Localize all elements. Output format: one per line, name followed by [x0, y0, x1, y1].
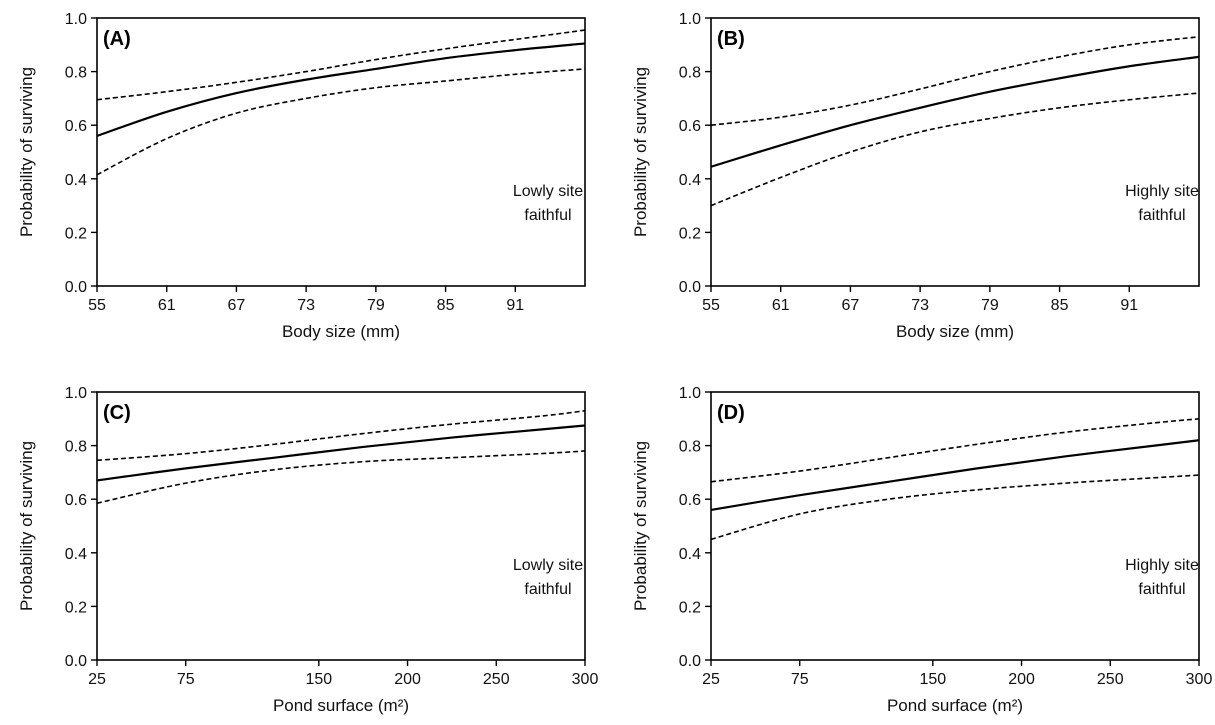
confidence-interval-line: [710, 35, 1200, 126]
site-fidelity-annotation: faithful: [524, 581, 571, 598]
y-tick-label: 1.0: [679, 385, 701, 402]
x-tick-label: 200: [394, 671, 421, 688]
x-axis-label: Pond surface (m²): [273, 696, 409, 715]
x-axis-label: Body size (mm): [896, 322, 1014, 341]
x-tick-label: 25: [702, 671, 720, 688]
x-tick-label: 250: [483, 671, 510, 688]
panel-d: 0.0 0.2 0.4 0.6 0.8 1.0 25 75 150 200 250 300 Pond s…: [631, 385, 1212, 715]
x-tick-label: 55: [702, 297, 720, 314]
x-tick-label: 300: [1186, 671, 1213, 688]
x-tick-label: 79: [367, 297, 385, 314]
y-axis-label: Probability of surviving: [631, 67, 650, 237]
confidence-interval-line: [96, 29, 586, 101]
panel-label: (D): [717, 402, 745, 424]
x-tick-label: 73: [911, 297, 929, 314]
plot-frame: [96, 391, 586, 661]
y-tick-label: 0.4: [679, 172, 701, 189]
confidence-interval-line: [96, 450, 586, 505]
panel-label: (B): [717, 28, 745, 50]
site-fidelity-annotation: Highly site: [1125, 183, 1199, 200]
y-tick-label: 0.6: [679, 118, 701, 135]
x-tick-label: 75: [177, 671, 195, 688]
x-axis-label: Pond surface (m²): [887, 696, 1023, 715]
plot-frame: [710, 391, 1200, 661]
site-fidelity-annotation: Highly site: [1125, 557, 1199, 574]
x-tick-label: 150: [305, 671, 332, 688]
x-tick-label: 75: [791, 671, 809, 688]
x-tick-label: 85: [1051, 297, 1069, 314]
confidence-interval-line: [710, 474, 1200, 541]
site-fidelity-annotation: Lowly site: [513, 557, 583, 574]
y-axis-label: Probability of surviving: [17, 67, 36, 237]
panel-a: 0.0 0.2 0.4 0.6 0.8 1.0 55 61 67 73 79 85 91 Body siz…: [17, 11, 586, 341]
y-tick-label: 0.4: [65, 546, 87, 563]
y-tick-label: 0.0: [65, 279, 87, 296]
y-tick-label: 0.8: [65, 439, 87, 456]
x-tick-label: 55: [88, 297, 106, 314]
confidence-interval-line: [96, 409, 586, 462]
y-axis-label: Probability of surviving: [631, 441, 650, 611]
y-tick-label: 0.2: [65, 599, 87, 616]
y-tick-label: 1.0: [65, 385, 87, 402]
survival-estimate-line: [710, 55, 1200, 168]
x-tick-label: 250: [1097, 671, 1124, 688]
y-tick-label: 0.8: [679, 439, 701, 456]
x-tick-label: 67: [842, 297, 860, 314]
x-tick-label: 61: [158, 297, 176, 314]
x-tick-label: 91: [1120, 297, 1138, 314]
x-tick-label: 67: [228, 297, 246, 314]
site-fidelity-annotation: Lowly site: [513, 183, 583, 200]
site-fidelity-annotation: faithful: [1138, 581, 1185, 598]
x-tick-label: 200: [1008, 671, 1035, 688]
y-tick-label: 0.2: [679, 599, 701, 616]
panel-label: (C): [103, 402, 131, 424]
x-tick-label: 91: [506, 297, 524, 314]
y-tick-label: 0.8: [65, 65, 87, 82]
y-tick-label: 0.4: [679, 546, 701, 563]
panel-label: (A): [103, 28, 131, 50]
confidence-interval-line: [710, 92, 1200, 207]
panel-b: 0.0 0.2 0.4 0.6 0.8 1.0 55 61 67 73 79 85 91 Body siz…: [631, 11, 1200, 341]
site-fidelity-annotation: faithful: [524, 207, 571, 224]
plot-frame: [96, 17, 586, 287]
x-tick-label: 73: [297, 297, 315, 314]
y-tick-label: 0.6: [65, 492, 87, 509]
survival-estimate-line: [710, 439, 1200, 512]
x-tick-label: 85: [437, 297, 455, 314]
x-tick-label: 61: [772, 297, 790, 314]
confidence-interval-line: [96, 68, 586, 176]
x-tick-label: 25: [88, 671, 106, 688]
plot-frame: [710, 17, 1200, 287]
y-tick-label: 0.6: [65, 118, 87, 135]
y-tick-label: 0.4: [65, 172, 87, 189]
survival-estimate-line: [96, 424, 586, 482]
x-axis-label: Body size (mm): [282, 322, 400, 341]
x-tick-label: 300: [572, 671, 599, 688]
site-fidelity-annotation: faithful: [1138, 207, 1185, 224]
panel-c: 0.0 0.2 0.4 0.6 0.8 1.0 25 75 150 200 250 300 Pond s…: [17, 385, 598, 715]
y-tick-label: 0.8: [679, 65, 701, 82]
y-tick-label: 0.2: [65, 225, 87, 242]
y-tick-label: 1.0: [65, 11, 87, 28]
confidence-interval-line: [710, 418, 1200, 483]
survival-estimate-line: [96, 42, 586, 137]
x-tick-label: 150: [919, 671, 946, 688]
y-tick-label: 0.0: [65, 653, 87, 670]
y-tick-label: 0.0: [679, 279, 701, 296]
y-tick-label: 0.2: [679, 225, 701, 242]
x-tick-label: 79: [981, 297, 999, 314]
y-tick-label: 0.0: [679, 653, 701, 670]
y-axis-label: Probability of surviving: [17, 441, 36, 611]
y-tick-label: 1.0: [679, 11, 701, 28]
y-tick-label: 0.6: [679, 492, 701, 509]
